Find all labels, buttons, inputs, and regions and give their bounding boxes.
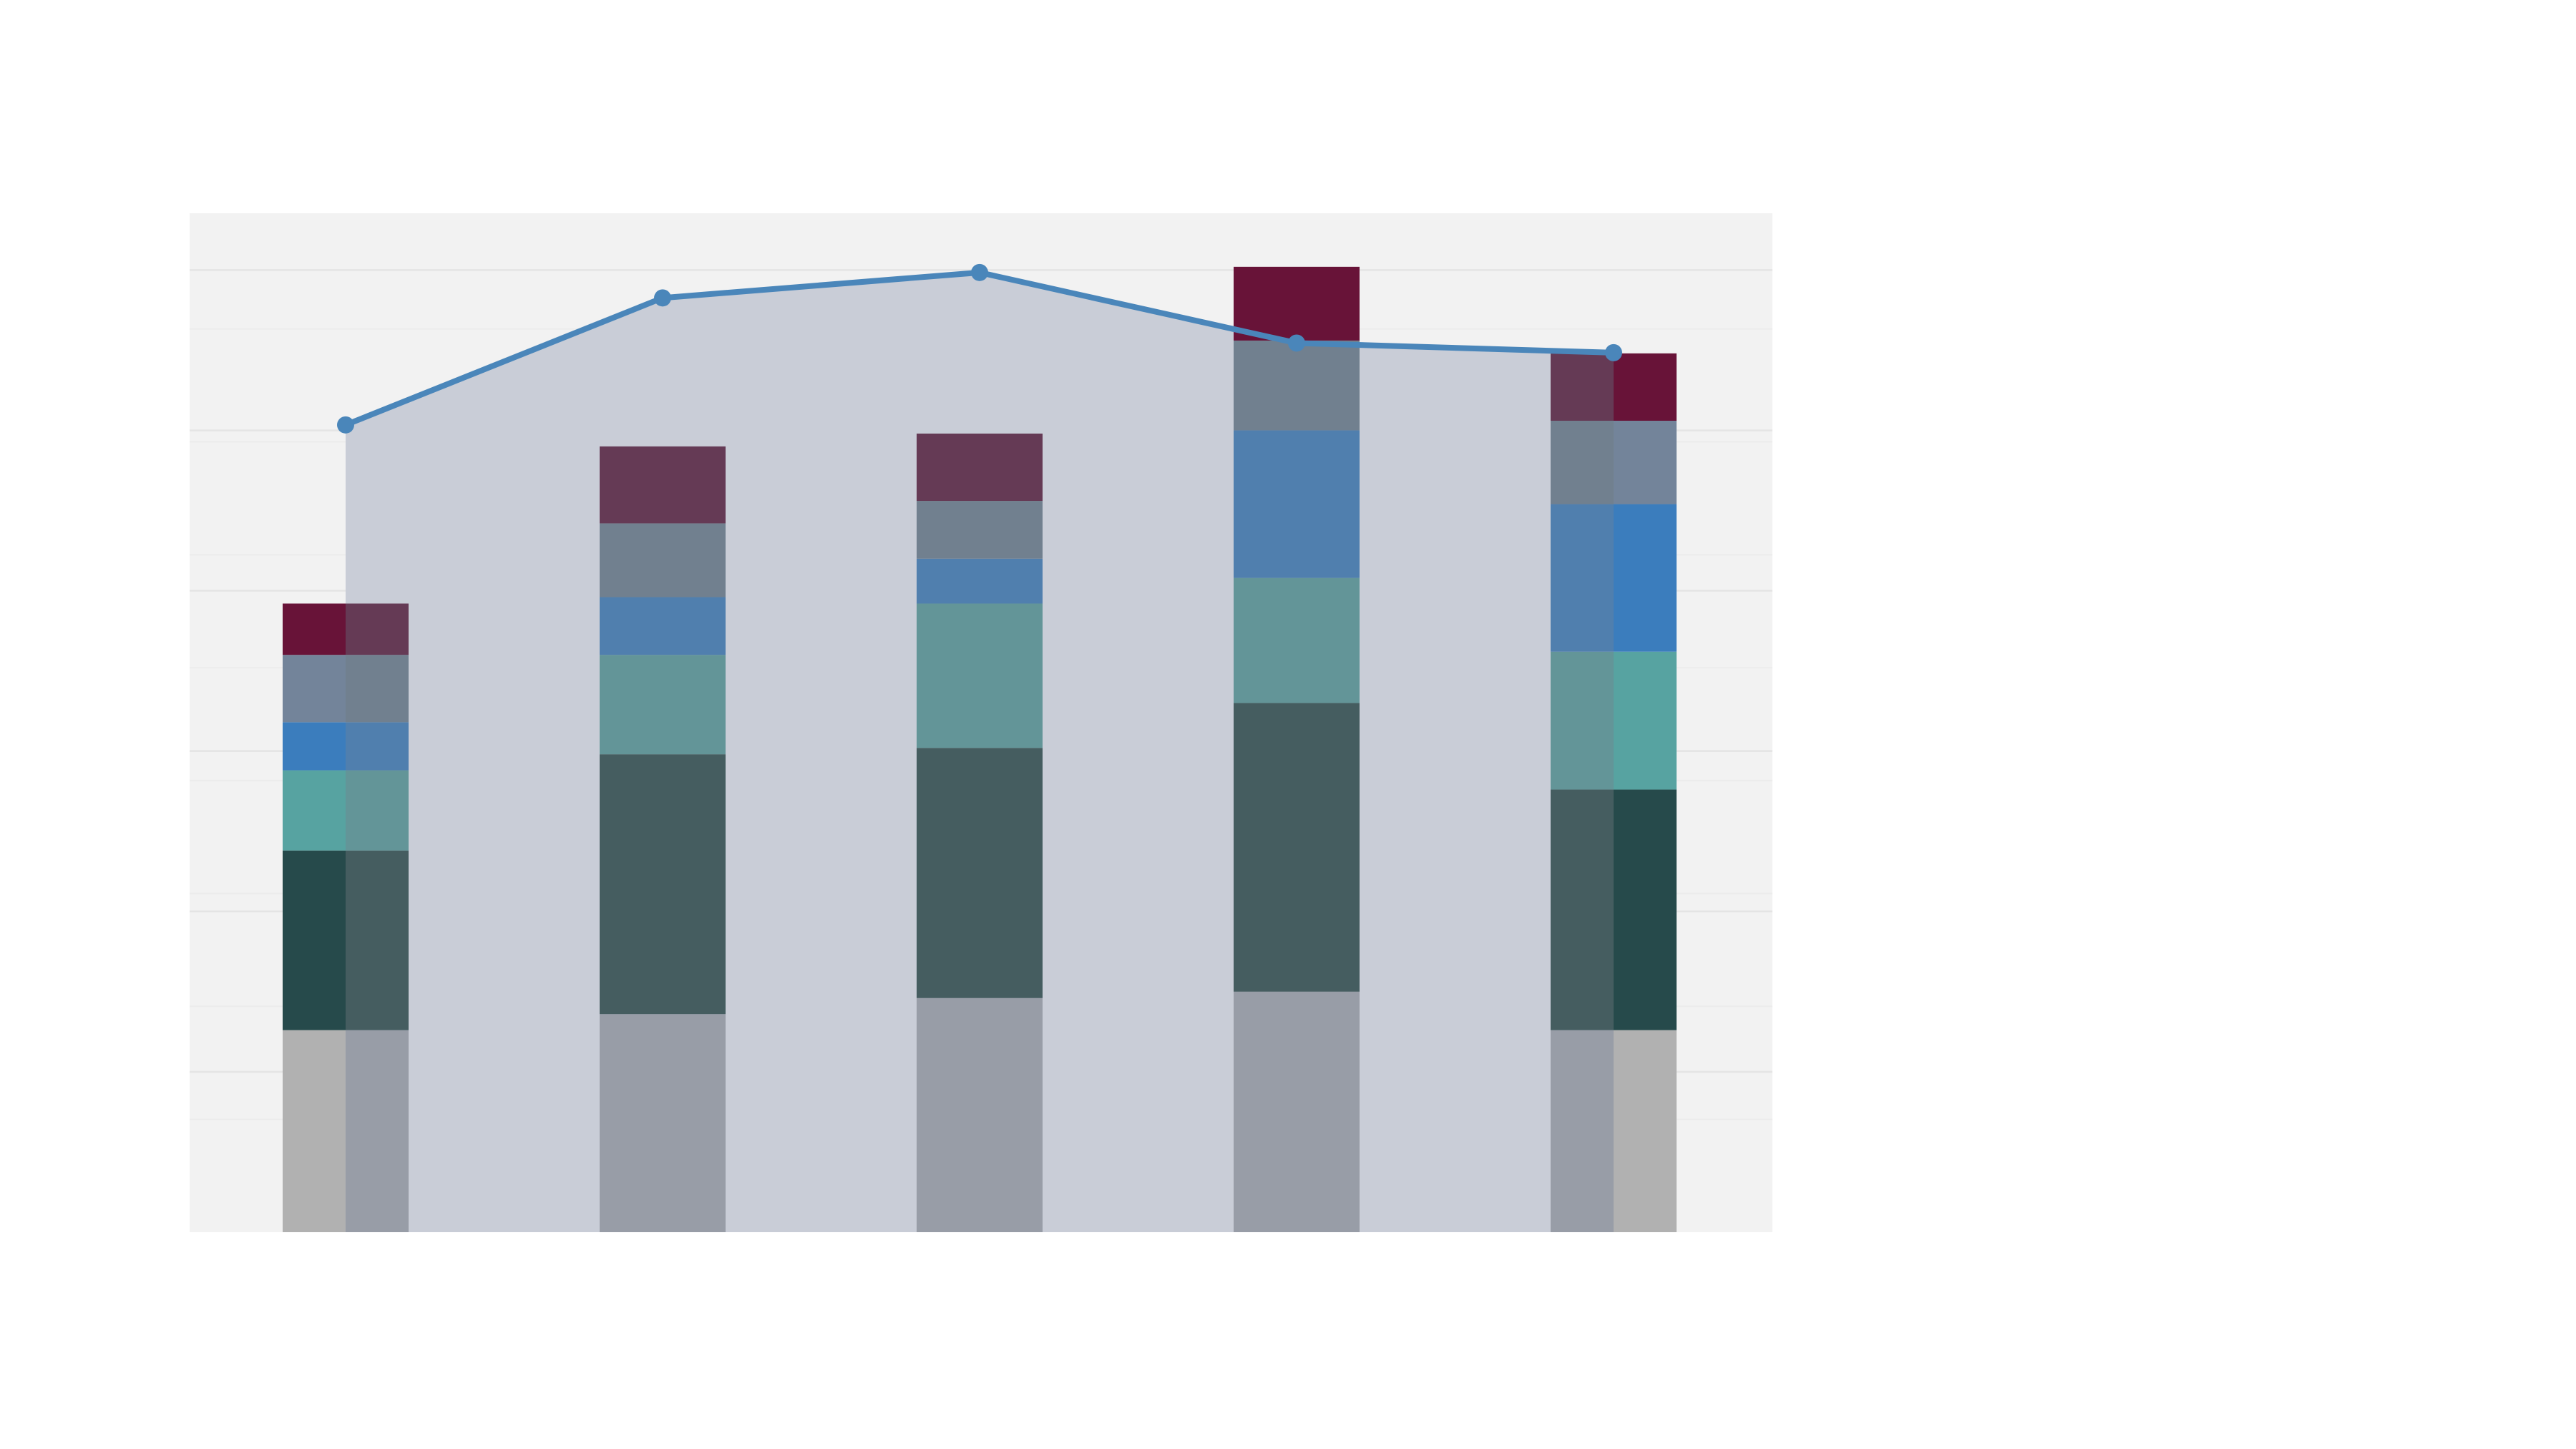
bar-2020-mexico[interactable] [283, 655, 346, 723]
bar-2022-netherlands[interactable] [917, 748, 1043, 998]
bar-2023-others[interactable] [1234, 991, 1360, 1232]
hhi-point-2021[interactable] [654, 289, 671, 307]
bar-2023-united-states-of-america[interactable] [1234, 577, 1360, 703]
bar-2020-united-states-of-america[interactable] [346, 770, 409, 851]
bar-2022-others[interactable] [917, 997, 1043, 1232]
bar-2024-guatemala[interactable] [1551, 353, 1614, 421]
bar-2024-others[interactable] [1551, 1030, 1614, 1232]
bar-2024-spain[interactable] [1614, 504, 1677, 652]
bar-2020-others[interactable] [346, 1030, 409, 1232]
bar-2024-united-states-of-america[interactable] [1551, 651, 1614, 790]
bar-2022-mexico[interactable] [917, 501, 1043, 559]
bar-2023-spain[interactable] [1234, 430, 1360, 578]
bar-2024-netherlands[interactable] [1614, 789, 1677, 1030]
bar-2020-netherlands[interactable] [346, 850, 409, 1030]
bar-2022-united-states-of-america[interactable] [917, 603, 1043, 748]
bar-2021-netherlands[interactable] [600, 754, 726, 1015]
bar-2021-united-states-of-america[interactable] [600, 655, 726, 755]
bar-2024-spain[interactable] [1551, 504, 1614, 652]
bar-2020-guatemala[interactable] [346, 603, 409, 655]
bar-2024-guatemala[interactable] [1614, 353, 1677, 421]
bar-2020-guatemala[interactable] [283, 603, 346, 655]
bar-2021-spain[interactable] [600, 597, 726, 655]
bar-2024-others[interactable] [1614, 1030, 1677, 1232]
hhi-point-2022[interactable] [971, 263, 988, 281]
bar-2020-netherlands[interactable] [283, 850, 346, 1030]
bar-2024-netherlands[interactable] [1551, 789, 1614, 1030]
bar-2024-mexico[interactable] [1614, 420, 1677, 504]
bar-2023-netherlands[interactable] [1234, 703, 1360, 992]
bar-2023-guatemala[interactable] [1234, 266, 1360, 341]
bar-2020-mexico[interactable] [346, 655, 409, 723]
bar-2020-others[interactable] [283, 1030, 346, 1232]
bar-2024-mexico[interactable] [1551, 420, 1614, 504]
hhi-point-2024[interactable] [1605, 343, 1622, 361]
bar-2020-spain[interactable] [346, 722, 409, 771]
bar-2020-united-states-of-america[interactable] [283, 770, 346, 851]
bar-2021-mexico[interactable] [600, 523, 726, 597]
bar-2021-others[interactable] [600, 1014, 726, 1232]
bar-2024-united-states-of-america[interactable] [1614, 651, 1677, 790]
bar-2023-mexico[interactable] [1234, 340, 1360, 431]
bar-2022-guatemala[interactable] [917, 433, 1043, 502]
hhi-point-2020[interactable] [337, 416, 354, 434]
hhi-point-2023[interactable] [1288, 334, 1305, 352]
bar-2022-spain[interactable] [917, 558, 1043, 604]
bar-2020-spain[interactable] [283, 722, 346, 771]
bar-2021-guatemala[interactable] [600, 446, 726, 524]
